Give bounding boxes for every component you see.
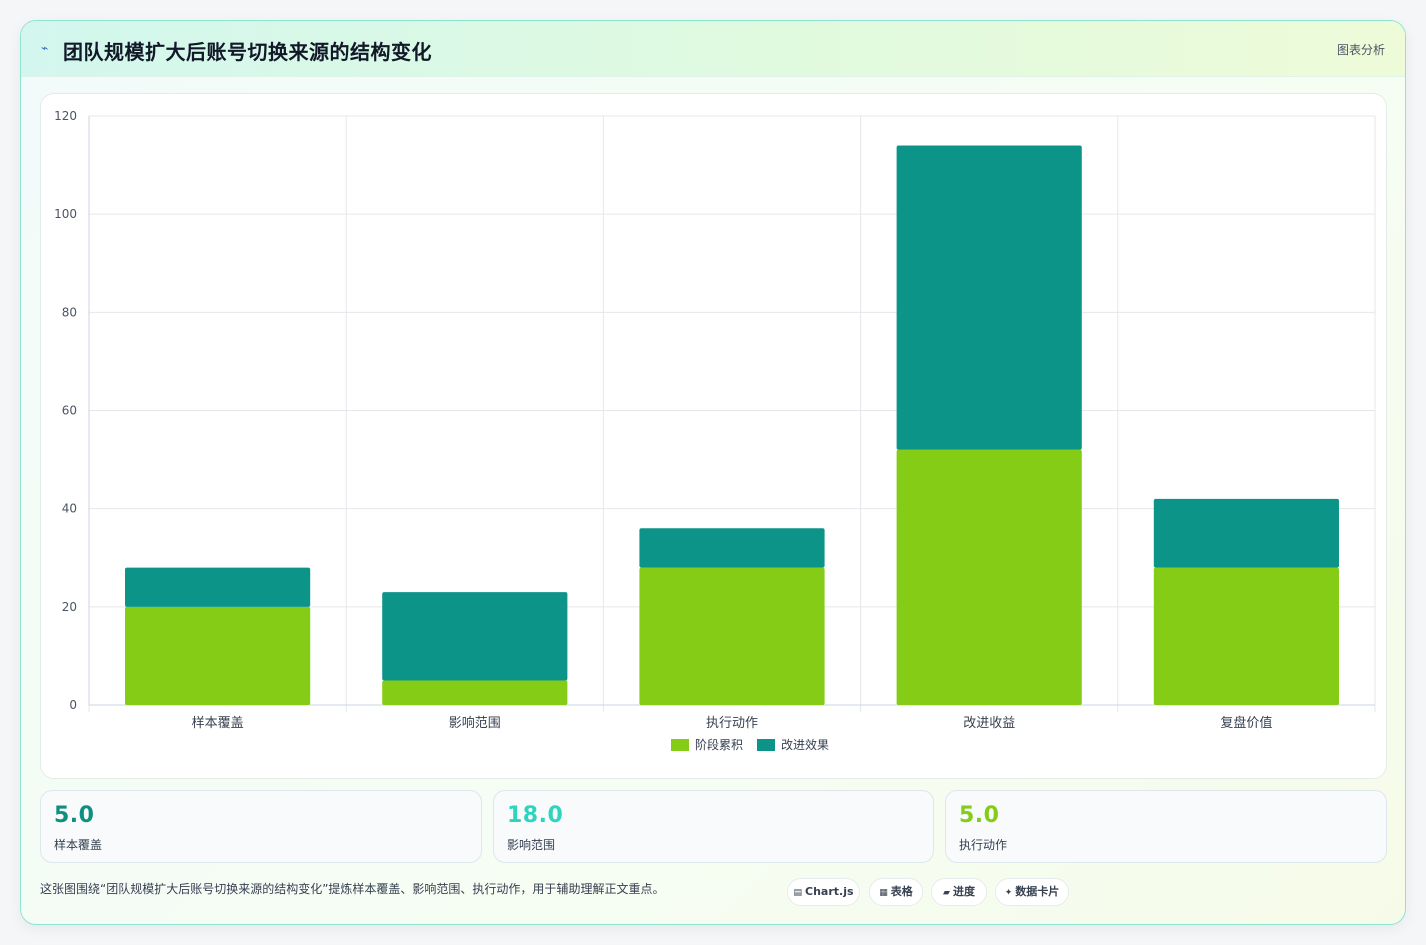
kpi-value: 5.0 (54, 803, 95, 828)
kpi-label: 影响范围 (507, 838, 556, 852)
bar-segment (639, 528, 825, 568)
y-tick-label: 0 (69, 698, 77, 712)
bar-segment (125, 567, 311, 607)
badge-table[interactable]: ▦ 表格 (869, 878, 923, 906)
kpi-label: 执行动作 (959, 838, 1008, 852)
chart-line-icon: ⌁ (41, 41, 49, 55)
bar-segment (1153, 498, 1339, 568)
bar-segment (896, 449, 1082, 705)
legend-label: 改进效果 (781, 737, 829, 752)
x-tick-label: 执行动作 (706, 716, 758, 731)
kpi-card-3: 5.0 执行动作 (945, 790, 1387, 863)
kpi-value: 5.0 (959, 803, 1000, 828)
bar-segment (896, 145, 1082, 450)
y-tick-label: 40 (62, 502, 77, 516)
legend-swatch (671, 739, 689, 751)
kpi-card-2: 18.0 影响范围 (493, 790, 934, 863)
chart-card: ⌁ 团队规模扩大后账号切换来源的结构变化 图表分析 0 20 40 60 80 100 12… (20, 20, 1406, 925)
card-title: 团队规模扩大后账号切换来源的结构变化 (63, 40, 432, 64)
x-tick-label: 样本覆盖 (192, 716, 244, 731)
badge-data-card[interactable]: ✦ 数据卡片 (995, 878, 1069, 906)
x-tick-label: 复盘价值 (1220, 715, 1272, 731)
kpi-label: 样本覆盖 (54, 838, 103, 852)
x-tick-label: 影响范围 (449, 715, 501, 731)
bar-segment (639, 567, 825, 705)
chart-panel: 0 20 40 60 80 100 120 样本覆盖 影响范围 执行动作 改进收益 复盘价值阶段累积 改… (40, 93, 1387, 779)
y-tick-label: 20 (62, 600, 77, 614)
legend-swatch (757, 739, 775, 751)
badge-label: 表格 (890, 885, 913, 898)
progress-icon: ▰ (943, 888, 950, 898)
sparkle-icon: ✦ (1004, 888, 1013, 898)
legend-label: 阶段累积 (695, 737, 743, 752)
y-tick-label: 120 (54, 109, 77, 123)
database-icon: ▤ (793, 888, 802, 898)
kpi-value: 18.0 (507, 803, 564, 828)
y-tick-label: 100 (54, 207, 77, 221)
badge-chartjs[interactable]: ▤ Chart.js (787, 878, 860, 906)
badge-label: 数据卡片 (1015, 885, 1060, 898)
table-icon: ▦ (879, 888, 888, 898)
y-tick-label: 60 (62, 404, 77, 418)
bar-segment (382, 592, 568, 681)
badge-label: 进度 (952, 885, 975, 898)
header-tag: 图表分析 (1336, 43, 1385, 57)
x-tick-label: 改进收益 (963, 716, 1015, 731)
y-tick-label: 80 (62, 305, 77, 319)
bar-segment (125, 606, 311, 705)
badge-label: Chart.js (805, 885, 854, 898)
bar-segment (382, 680, 568, 705)
bar-segment (1153, 567, 1339, 705)
card-header: ⌁ 团队规模扩大后账号切换来源的结构变化 图表分析 (21, 21, 1405, 77)
kpi-card-1: 5.0 样本覆盖 (40, 790, 482, 863)
footer-note: 这张图围绕“团队规模扩大后账号切换来源的结构变化”提炼样本覆盖、影响范围、执行动… (40, 882, 665, 896)
badge-progress[interactable]: ▰ 进度 (931, 878, 987, 906)
